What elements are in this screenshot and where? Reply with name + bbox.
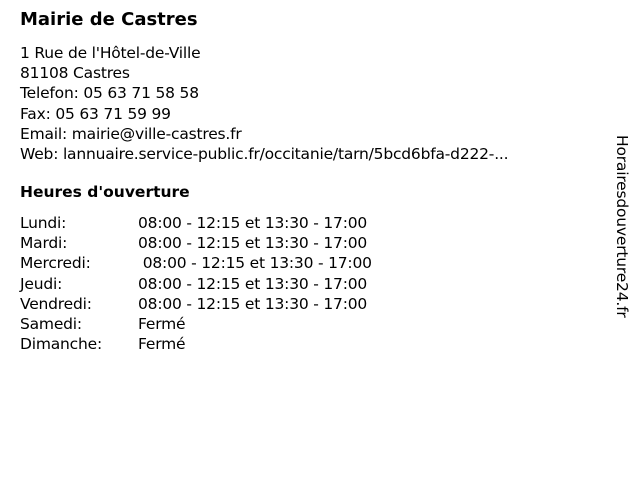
time: Fermé xyxy=(138,335,186,354)
website: Web: lannuaire.service-public.fr/occitan… xyxy=(20,145,509,164)
hours-heading: Heures d'ouverture xyxy=(20,183,190,201)
time: Fermé xyxy=(138,315,186,334)
time: 08:00 - 12:15 et 13:30 - 17:00 xyxy=(138,254,372,273)
time: 08:00 - 12:15 et 13:30 - 17:00 xyxy=(138,214,368,232)
city: 81108 Castres xyxy=(20,64,130,83)
day: Mardi: xyxy=(20,234,68,253)
address: 1 Rue de l'Hôtel-de-Ville xyxy=(20,44,201,62)
hours-row: Mardi: 08:00 - 12:15 et 13:30 - 17:00 xyxy=(20,233,372,253)
time: 08:00 - 12:15 et 13:30 - 17:00 xyxy=(138,234,368,253)
contact-info: 1 Rue de l'Hôtel-de-Ville 81108 Castres … xyxy=(20,43,509,164)
hours-row: Mercredi: 08:00 - 12:15 et 13:30 - 17:00 xyxy=(20,253,372,273)
hours-table: Lundi: 08:00 - 12:15 et 13:30 - 17:00 Mar… xyxy=(20,213,372,354)
time: 08:00 - 12:15 et 13:30 - 17:00 xyxy=(138,274,368,293)
day: Dimanche: xyxy=(20,335,102,354)
day: Jeudi: xyxy=(20,274,63,293)
hours-row: Lundi: 08:00 - 12:15 et 13:30 - 17:00 xyxy=(20,213,372,233)
fax: Fax: 05 63 71 59 99 xyxy=(20,104,171,123)
phone: Telefon: 05 63 71 58 58 xyxy=(20,84,199,103)
hours-row: Dimanche: Fermé xyxy=(20,334,372,354)
hours-row: Vendredi: 08:00 - 12:15 et 13:30 - 17:00 xyxy=(20,294,372,314)
email: Email: mairie@ville-castres.fr xyxy=(20,124,242,143)
page-title: Mairie de Castres xyxy=(20,9,198,30)
hours-row: Jeudi: 08:00 - 12:15 et 13:30 - 17:00 xyxy=(20,274,372,294)
time: 08:00 - 12:15 et 13:30 - 17:00 xyxy=(138,294,368,313)
watermark: Horairesdouverture24.fr xyxy=(613,135,631,318)
day: Samedi: xyxy=(20,315,82,334)
day: Mercredi: xyxy=(20,254,91,273)
day: Vendredi: xyxy=(20,294,92,313)
hours-row: Samedi: Fermé xyxy=(20,314,372,334)
day: Lundi: xyxy=(20,214,67,232)
